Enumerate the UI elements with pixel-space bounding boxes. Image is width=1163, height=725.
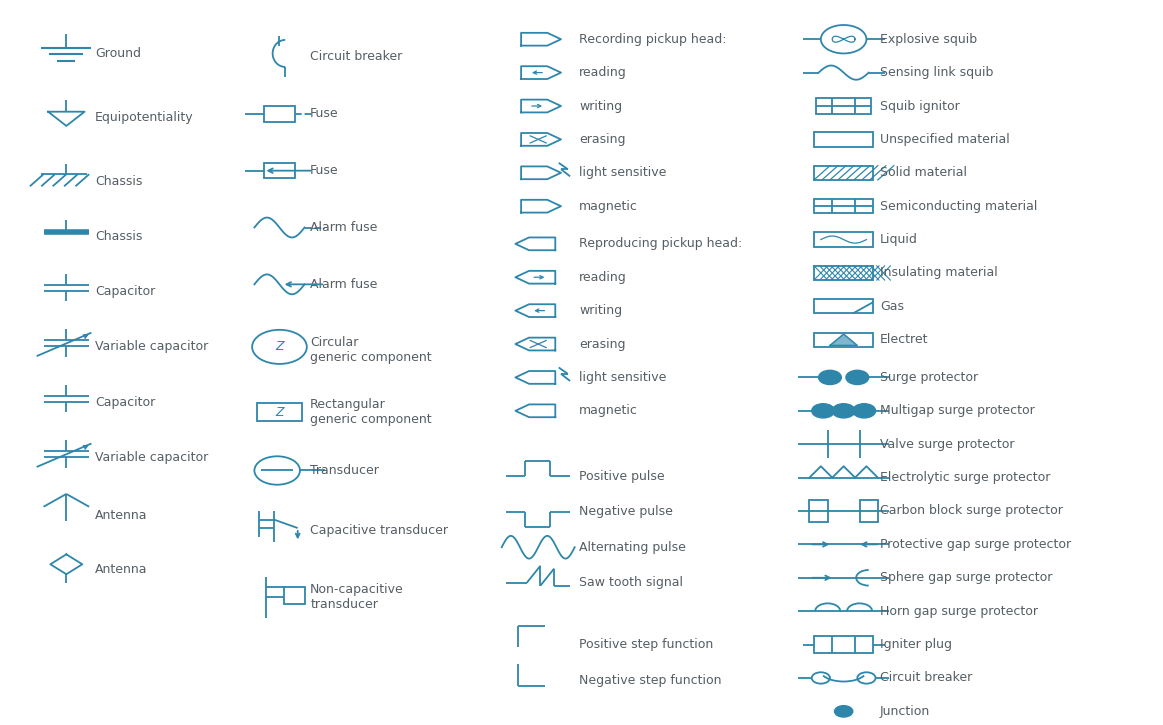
Text: Capacitor: Capacitor bbox=[95, 396, 155, 409]
Text: reading: reading bbox=[579, 66, 627, 79]
Text: Recording pickup head:: Recording pickup head: bbox=[579, 33, 727, 46]
Circle shape bbox=[835, 705, 852, 717]
Text: magnetic: magnetic bbox=[579, 405, 638, 418]
Text: Rectangular
generic component: Rectangular generic component bbox=[311, 398, 431, 426]
Text: Variable capacitor: Variable capacitor bbox=[95, 451, 208, 464]
Text: Circular
generic component: Circular generic component bbox=[311, 336, 431, 364]
Text: Chassis: Chassis bbox=[95, 230, 142, 243]
Text: reading: reading bbox=[579, 270, 627, 283]
Text: Capacitive transducer: Capacitive transducer bbox=[311, 524, 448, 537]
Bar bbox=[257, 403, 302, 421]
Text: Electret: Electret bbox=[880, 334, 928, 347]
Text: Alarm fuse: Alarm fuse bbox=[311, 278, 378, 291]
Text: writing: writing bbox=[579, 304, 622, 317]
Text: writing: writing bbox=[579, 99, 622, 112]
Text: Variable capacitor: Variable capacitor bbox=[95, 340, 208, 353]
Text: Chassis: Chassis bbox=[95, 175, 142, 188]
Bar bbox=[814, 636, 873, 653]
Bar bbox=[284, 587, 305, 604]
Text: Capacitor: Capacitor bbox=[95, 285, 155, 298]
Text: Solid material: Solid material bbox=[880, 166, 968, 179]
Circle shape bbox=[812, 404, 835, 418]
Text: Alarm fuse: Alarm fuse bbox=[311, 221, 378, 234]
Text: Electrolytic surge protector: Electrolytic surge protector bbox=[880, 471, 1050, 484]
Bar bbox=[859, 500, 878, 522]
Text: Antenna: Antenna bbox=[95, 563, 148, 576]
Bar bbox=[814, 199, 873, 213]
Text: Positive pulse: Positive pulse bbox=[579, 470, 665, 483]
Bar bbox=[814, 166, 873, 180]
Text: Insulating material: Insulating material bbox=[880, 267, 998, 279]
Bar bbox=[814, 299, 873, 313]
Text: Saw tooth signal: Saw tooth signal bbox=[579, 576, 683, 589]
Bar bbox=[264, 163, 295, 178]
Text: magnetic: magnetic bbox=[579, 199, 638, 212]
Bar bbox=[814, 233, 873, 246]
Text: erasing: erasing bbox=[579, 338, 626, 350]
Text: Surge protector: Surge protector bbox=[880, 371, 978, 384]
Text: Reproducing pickup head:: Reproducing pickup head: bbox=[579, 237, 742, 250]
Text: Transducer: Transducer bbox=[311, 464, 379, 477]
Bar bbox=[809, 500, 828, 522]
Polygon shape bbox=[830, 334, 857, 345]
Text: Squib ignitor: Squib ignitor bbox=[880, 99, 959, 112]
Text: Gas: Gas bbox=[880, 300, 904, 313]
Bar bbox=[816, 98, 871, 114]
Text: Multigap surge protector: Multigap surge protector bbox=[880, 405, 1035, 418]
Text: Valve surge protector: Valve surge protector bbox=[880, 438, 1014, 451]
Text: Circuit breaker: Circuit breaker bbox=[880, 671, 972, 684]
Text: Antenna: Antenna bbox=[95, 509, 148, 522]
Bar bbox=[814, 333, 873, 347]
Text: Protective gap surge protector: Protective gap surge protector bbox=[880, 538, 1071, 551]
Bar bbox=[814, 266, 873, 280]
Bar bbox=[814, 132, 873, 146]
Text: Junction: Junction bbox=[880, 705, 930, 718]
Text: Ground: Ground bbox=[95, 47, 141, 60]
Text: Alternating pulse: Alternating pulse bbox=[579, 541, 686, 554]
Text: Negative pulse: Negative pulse bbox=[579, 505, 673, 518]
Text: Z: Z bbox=[276, 406, 284, 419]
Text: Positive step function: Positive step function bbox=[579, 638, 713, 651]
Text: Semiconducting material: Semiconducting material bbox=[880, 199, 1037, 212]
Text: Liquid: Liquid bbox=[880, 233, 918, 246]
Text: Sensing link squib: Sensing link squib bbox=[880, 66, 993, 79]
Text: light sensitive: light sensitive bbox=[579, 166, 666, 179]
Text: Negative step function: Negative step function bbox=[579, 674, 722, 687]
Text: Unspecified material: Unspecified material bbox=[880, 133, 1009, 146]
Circle shape bbox=[852, 404, 876, 418]
Circle shape bbox=[846, 370, 869, 384]
Text: Carbon block surge protector: Carbon block surge protector bbox=[880, 505, 1063, 518]
Text: Explosive squib: Explosive squib bbox=[880, 33, 977, 46]
Text: Fuse: Fuse bbox=[311, 164, 338, 177]
Circle shape bbox=[819, 370, 841, 384]
Text: Non-capacitive
transducer: Non-capacitive transducer bbox=[311, 583, 404, 611]
Text: Equipotentiality: Equipotentiality bbox=[95, 111, 193, 124]
Text: Z: Z bbox=[276, 340, 284, 353]
Text: Circuit breaker: Circuit breaker bbox=[311, 51, 402, 64]
Circle shape bbox=[833, 404, 855, 418]
Text: light sensitive: light sensitive bbox=[579, 371, 666, 384]
Text: Sphere gap surge protector: Sphere gap surge protector bbox=[880, 571, 1053, 584]
Text: Igniter plug: Igniter plug bbox=[880, 638, 952, 651]
Text: Horn gap surge protector: Horn gap surge protector bbox=[880, 605, 1039, 618]
Text: Fuse: Fuse bbox=[311, 107, 338, 120]
Bar bbox=[264, 106, 295, 122]
Text: erasing: erasing bbox=[579, 133, 626, 146]
